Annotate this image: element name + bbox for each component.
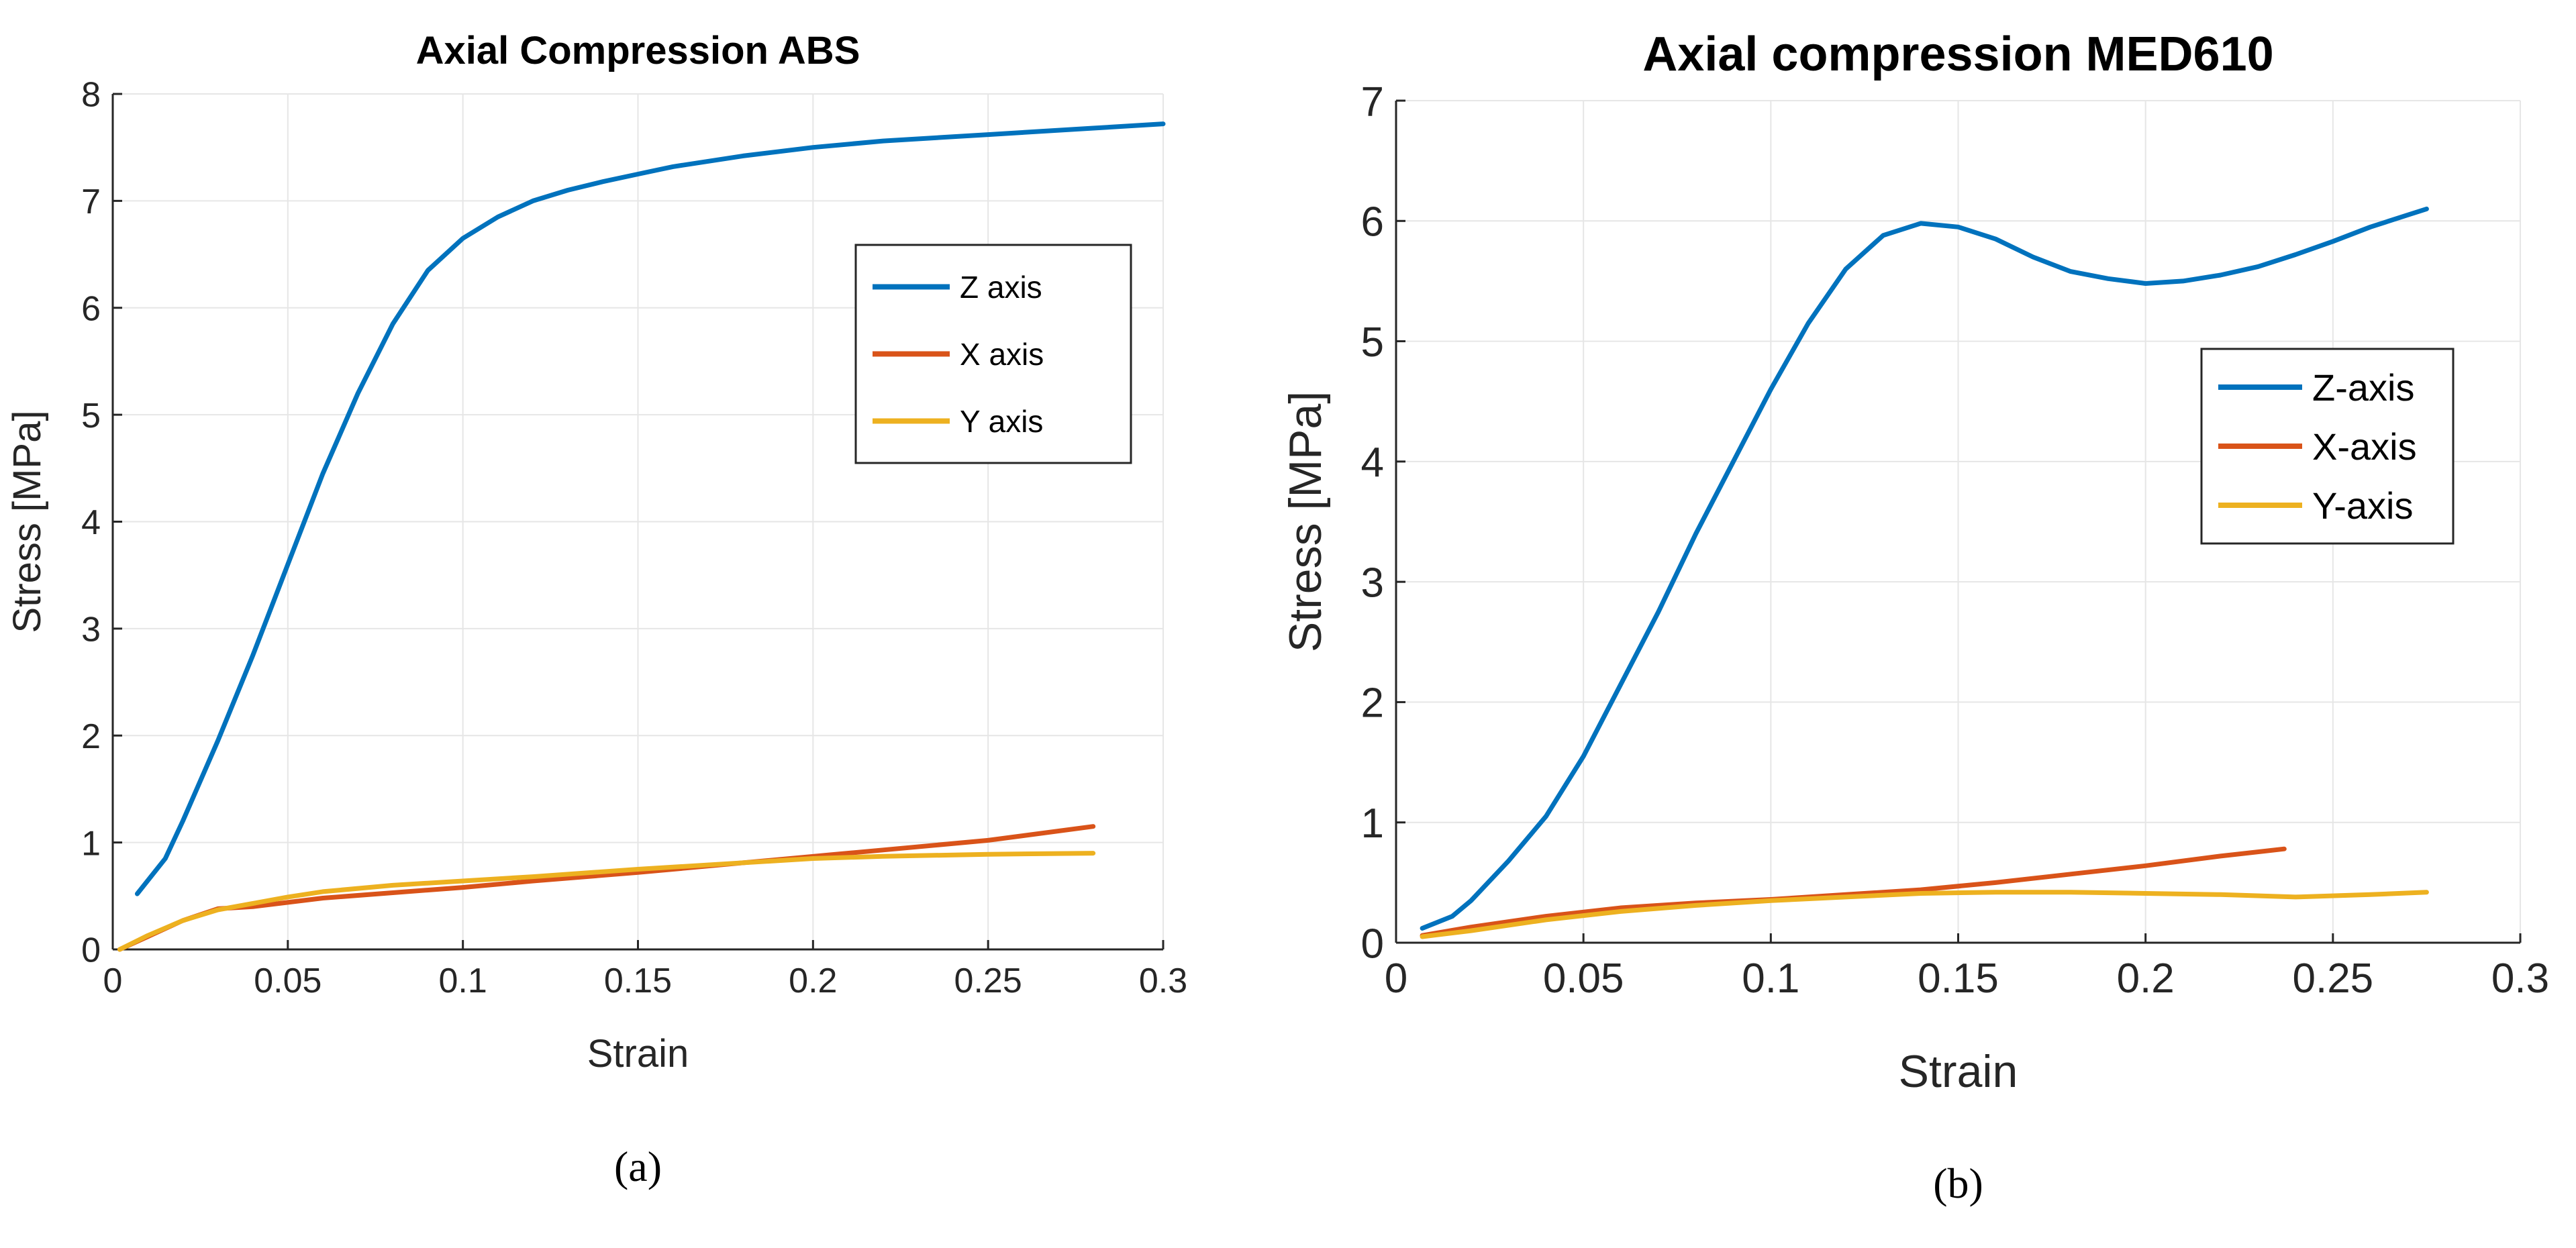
series-line-z-axis [1420, 206, 2429, 931]
series-line-y-axis [117, 851, 1096, 952]
chart-title: Axial compression MED610 [1642, 28, 2273, 81]
y-tick-label: 1 [81, 824, 101, 863]
legend-entry: X axis [960, 337, 1044, 372]
legend: Z axis X axis Y axis [854, 244, 1132, 464]
y-tick-label: 2 [81, 717, 101, 756]
x-tick-label: 0.3 [1139, 961, 1187, 1000]
x-tick-label: 0.1 [439, 961, 487, 1000]
x-tick-label: 0.25 [2292, 955, 2373, 1002]
y-axis-label: Stress [MPa] [5, 411, 49, 633]
legend-entry: Z-axis [2312, 366, 2414, 409]
y-tick-label: 5 [1361, 319, 1384, 366]
legend-entry: Z axis [960, 270, 1042, 305]
x-tick-label: 0 [103, 961, 123, 1000]
x-tick-label: 0.1 [1742, 955, 1799, 1002]
series-line-x-axis [1420, 846, 2287, 938]
y-tick-label: 7 [1361, 79, 1384, 125]
y-tick-label: 2 [1361, 680, 1384, 727]
y-tick-label: 4 [81, 503, 101, 542]
legend: Z-axis X-axis Y-axis [2200, 348, 2455, 545]
y-tick-label: 6 [1361, 199, 1384, 246]
y-tick-label: 6 [81, 289, 101, 328]
x-axis-label: Strain [587, 1032, 689, 1076]
y-tick-label: 7 [81, 183, 101, 221]
chart-panel-b: 0 0.05 0.1 0.15 0.2 0.25 0.3 0 1 2 3 4 5 6 7 Axial comp… [1280, 28, 2549, 1207]
chart-panel-a: 0 0.05 0.1 0.15 0.2 0.25 0.3 0 1 2 3 4 5 6 7 8 Axial Com… [5, 29, 1187, 1190]
y-tick-label: 1 [1361, 800, 1384, 847]
y-axis-label: Stress [MPa] [1280, 391, 1331, 652]
legend-entry: Y-axis [2312, 484, 2413, 527]
x-tick-label: 0.05 [254, 961, 321, 1000]
x-axis-label: Strain [1899, 1046, 2018, 1097]
legend-entry: Y axis [960, 404, 1043, 439]
chart-title: Axial Compression ABS [416, 29, 860, 72]
y-tick-label: 5 [81, 397, 101, 435]
x-tick-label: 0 [1385, 955, 1407, 1002]
x-tick-label: 0.15 [1918, 955, 1999, 1002]
y-tick-label: 3 [1361, 560, 1384, 606]
panel-label: (b) [1933, 1159, 1983, 1207]
series-line-z-axis [135, 121, 1166, 896]
x-tick-label: 0.25 [954, 961, 1022, 1000]
y-tick-label: 4 [1361, 439, 1384, 486]
x-tick-label: 0.2 [789, 961, 837, 1000]
x-tick-label: 0.2 [2117, 955, 2175, 1002]
series-line-y-axis [1420, 890, 2429, 939]
legend-entry: X-axis [2312, 425, 2417, 468]
y-tick-label: 3 [81, 611, 101, 649]
panel-label: (a) [614, 1143, 662, 1190]
y-tick-label: 8 [81, 76, 101, 115]
y-tick-label: 0 [81, 931, 101, 970]
x-tick-label: 0.05 [1543, 955, 1624, 1002]
y-tick-label: 0 [1361, 921, 1384, 967]
x-tick-label: 0.3 [2491, 955, 2549, 1002]
x-tick-label: 0.15 [604, 961, 672, 1000]
